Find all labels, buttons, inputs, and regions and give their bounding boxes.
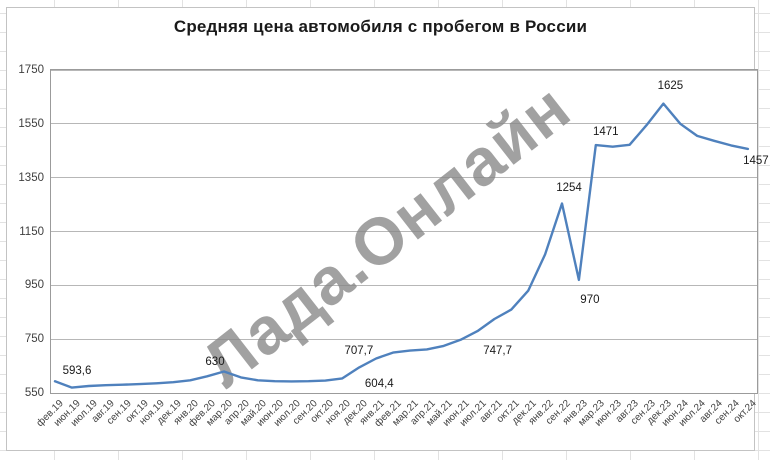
y-axis-tick-label: 550 xyxy=(24,387,44,399)
data-label-1471: 1471 xyxy=(593,126,619,139)
y-axis-tick-label: 1350 xyxy=(18,171,44,184)
gridline-950 xyxy=(51,284,757,286)
data-label-970: 970 xyxy=(580,293,600,306)
data-label-1625: 1625 xyxy=(657,79,684,92)
gridline-1550 xyxy=(51,123,757,125)
data-label-604-4: 604,4 xyxy=(364,378,394,391)
gridline-1750 xyxy=(51,69,757,71)
data-label-1457: 1457 xyxy=(743,154,769,167)
price-line xyxy=(53,102,750,389)
data-label-1254: 1254 xyxy=(556,181,582,194)
data-label-593-6: 593,6 xyxy=(62,365,92,378)
price-line-chart xyxy=(53,102,750,389)
y-axis-tick-label: 1750 xyxy=(18,64,44,76)
gridline-750 xyxy=(51,338,757,340)
chart-container: Средняя цена автомобиля с пробегом в Рос… xyxy=(6,7,769,451)
plot-area: Лада.Онлайн 593,6 630 604,4 707,7 747,7 1254 9… xyxy=(50,69,769,400)
data-label-747-7: 747,7 xyxy=(483,344,512,357)
data-label-630: 630 xyxy=(205,356,225,369)
chart-title: Средняя цена автомобиля с пробегом в Рос… xyxy=(173,17,588,36)
y-axis-tick-label: 950 xyxy=(24,279,44,292)
y-axis-tick-label: 1550 xyxy=(18,117,44,130)
data-label-707-7: 707,7 xyxy=(344,344,374,357)
y-axis-tick-label: 750 xyxy=(24,333,44,346)
gridline-1150 xyxy=(51,231,757,232)
y-axis-tick-label: 1150 xyxy=(19,225,44,238)
gridline-1350 xyxy=(51,177,757,179)
